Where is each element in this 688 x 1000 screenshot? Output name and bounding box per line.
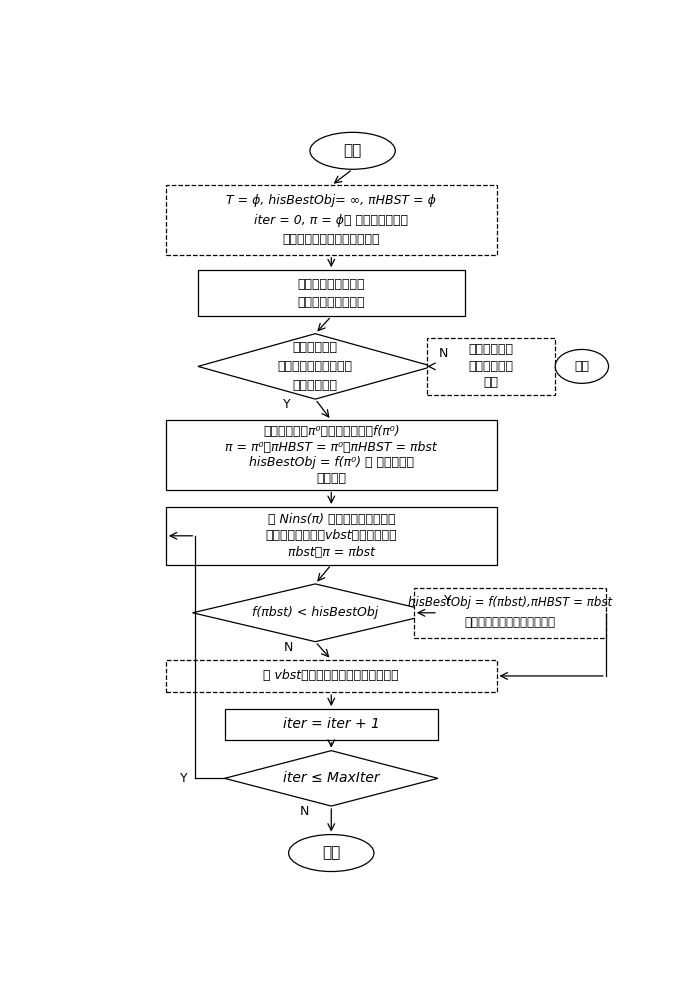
Text: 不合理的连铸: 不合理的连铸 [469,360,514,373]
Text: 找到邻域最优移动vbst及其对应排列: 找到邻域最优移动vbst及其对应排列 [266,529,397,542]
Text: 开始: 开始 [343,143,362,158]
Text: 理时刻表: 理时刻表 [316,472,346,485]
Text: πbst，π = πbst: πbst，π = πbst [288,546,375,559]
Text: N: N [283,641,292,654]
Text: 信息以及机器之间的运输时间: 信息以及机器之间的运输时间 [283,233,380,246]
Polygon shape [198,334,433,399]
Text: 记录对应的炉次处理时刻表。: 记录对应的炉次处理时刻表。 [464,616,555,629]
Text: 构造初始排列π⁰，求解线性规划f(π⁰): 构造初始排列π⁰，求解线性规划f(π⁰) [263,425,400,438]
Text: 将 vbst信息加入禁忌表，更新禁忌表: 将 vbst信息加入禁忌表，更新禁忌表 [264,669,399,682]
Bar [166,420,497,490]
Bar [166,185,497,255]
Bar [166,507,497,565]
Bar [224,709,438,740]
Polygon shape [193,584,438,642]
Ellipse shape [555,349,609,383]
Ellipse shape [289,835,374,872]
Text: hisBestObj = f(πbst),πHBST = πbst: hisBestObj = f(πbst),πHBST = πbst [408,596,612,609]
Text: 机号: 机号 [484,376,499,389]
Text: f(πbst) < hisBestObj: f(πbst) < hisBestObj [252,606,378,619]
Bar [198,270,464,316]
Text: 日可生产时间: 日可生产时间 [293,379,338,392]
Text: N: N [439,347,449,360]
Text: 在 Nins(π) 中按照邻域搜索策略: 在 Nins(π) 中按照邻域搜索策略 [268,513,395,526]
Text: Y: Y [180,772,187,785]
Text: 提示批量计划: 提示批量计划 [469,343,514,356]
Text: Y: Y [283,398,291,411]
Text: N: N [299,805,309,818]
Polygon shape [224,751,438,806]
Text: iter = 0, π = ϕ， 读入浇次、炉次: iter = 0, π = ϕ， 读入浇次、炉次 [255,214,408,227]
Bar [166,660,497,692]
Text: iter ≤ MaxIter: iter ≤ MaxIter [283,771,380,785]
Text: Y: Y [444,594,452,607]
Text: 计算各台连铸机上浇: 计算各台连铸机上浇 [297,278,365,291]
Text: T = ϕ, hisBestObj= ∞, πHBST = ϕ: T = ϕ, hisBestObj= ∞, πHBST = ϕ [226,194,436,207]
Text: π = π⁰，πHBST = π⁰，πHBST = πbst: π = π⁰，πHBST = π⁰，πHBST = πbst [226,441,437,454]
Text: 终止: 终止 [574,360,590,373]
Bar [414,588,606,638]
Text: 铸机上的浇次: 铸机上的浇次 [293,341,338,354]
Text: 次生产需要的总时间: 次生产需要的总时间 [297,296,365,309]
Bar [427,338,555,395]
Text: 停止: 停止 [322,846,341,861]
Text: 总生产时间均低于铸机: 总生产时间均低于铸机 [278,360,353,373]
Text: iter = iter + 1: iter = iter + 1 [283,717,380,731]
Ellipse shape [310,132,395,169]
Text: hisBestObj = f(π⁰) ， 记录炉次处: hisBestObj = f(π⁰) ， 记录炉次处 [249,456,413,469]
